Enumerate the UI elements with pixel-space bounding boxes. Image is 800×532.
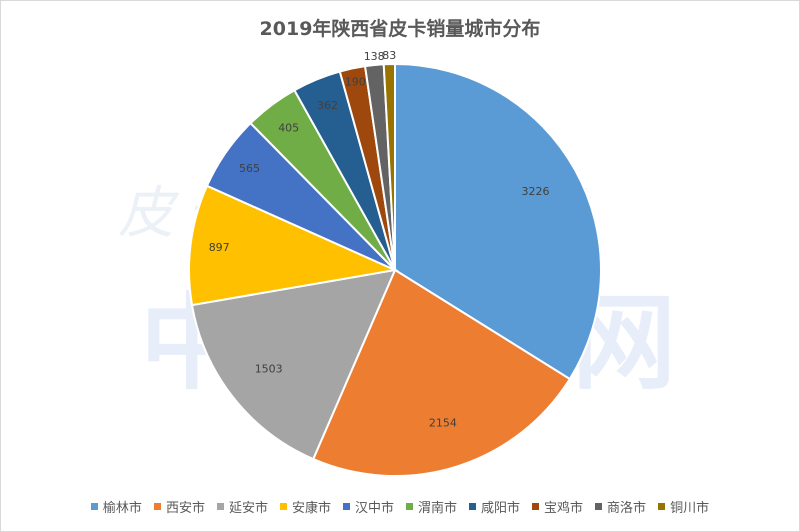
legend-swatch-1 [153, 503, 161, 510]
pie-slice-0 [394, 62, 602, 381]
legend-label-3: 安康市 [291, 501, 331, 516]
data-label-0: 3226 [522, 185, 550, 198]
legend-item-3: 安康市 [279, 497, 331, 516]
pie-slices [188, 62, 602, 477]
data-label-6: 362 [317, 99, 338, 112]
pie-slice-2 [190, 268, 397, 461]
legend-label-4: 汉中市 [354, 501, 394, 516]
legend-swatch-9 [658, 503, 666, 510]
data-label-3: 897 [209, 241, 230, 254]
data-label-5: 405 [278, 121, 299, 134]
legend-swatch-6 [469, 503, 477, 510]
data-label-1: 2154 [429, 416, 457, 429]
legend-label-5: 渭南市 [418, 501, 458, 516]
legend-label-1: 西安市 [165, 501, 205, 516]
legend-swatch-4 [342, 503, 350, 510]
chart-title: 2019年陕西省皮卡销量城市分布 [259, 18, 541, 40]
legend-item-8: 商洛市 [595, 497, 646, 516]
legend-label-7: 宝鸡市 [544, 501, 584, 516]
legend-item-5: 渭南市 [406, 497, 457, 516]
legend: 榆林市 西安市 延安市 安康市 汉中市 渭南市 咸阳市 宝鸡市 商洛市 铜川市 [0, 497, 800, 516]
legend-swatch-5 [406, 503, 413, 510]
legend-item-7: 宝鸡市 [532, 497, 583, 516]
legend-label-9: 铜川市 [670, 501, 710, 516]
legend-swatch-3 [279, 503, 287, 510]
pie-slice-1 [311, 268, 572, 477]
legend-swatch-2 [216, 503, 224, 510]
legend-item-6: 咸阳市 [469, 497, 520, 516]
legend-label-0: 榆林市 [102, 501, 142, 516]
pie-slice-9 [382, 62, 396, 271]
pie-slice-3 [188, 184, 399, 307]
legend-label-8: 商洛市 [607, 501, 647, 516]
data-label-8: 138 [364, 50, 385, 63]
data-label-9: 83 [382, 49, 396, 62]
data-label-7: 190 [345, 76, 366, 89]
legend-label-6: 咸阳市 [481, 501, 521, 516]
legend-item-2: 延安市 [216, 497, 268, 516]
legend-item-1: 西安市 [153, 497, 205, 516]
legend-swatch-8 [595, 503, 603, 510]
legend-item-4: 汉中市 [342, 497, 394, 516]
legend-label-2: 延安市 [228, 501, 268, 516]
data-label-2: 1503 [255, 362, 283, 375]
legend-item-9: 铜川市 [658, 497, 709, 516]
data-label-4: 565 [239, 162, 260, 175]
legend-swatch-0 [90, 503, 98, 510]
legend-swatch-7 [532, 503, 540, 510]
legend-item-0: 榆林市 [90, 497, 142, 516]
